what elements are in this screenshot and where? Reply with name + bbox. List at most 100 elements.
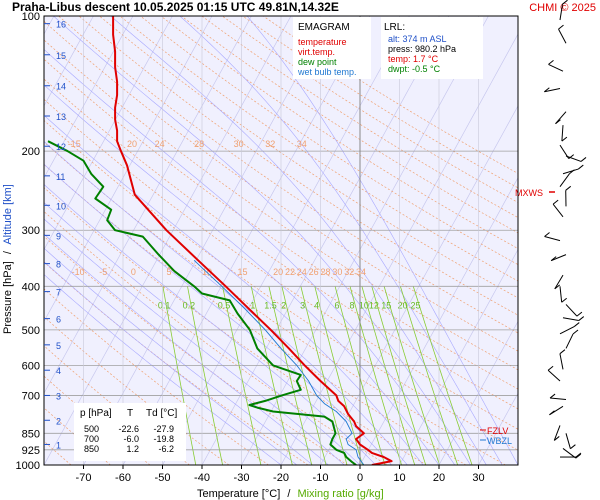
wind-barb	[552, 199, 564, 218]
wind-barb-feather	[552, 199, 559, 205]
wind-barb-feather	[558, 24, 564, 30]
legend-wet-bulb: wet bulb temp.	[297, 67, 357, 77]
theta-e-label: 0	[131, 267, 136, 277]
svg-text:Pressure [hPa] / A: Pressure [hPa] / Altitude [km]	[2, 184, 14, 334]
altitude-tick-label: 6	[56, 315, 61, 325]
saturated-adiabat-line	[44, 218, 345, 465]
wind-barb-feather	[561, 136, 568, 142]
isotherm-line	[44, 16, 213, 323]
wind-barb-feather	[575, 452, 582, 458]
wind-barb	[549, 393, 567, 400]
table-cell: -22.6	[118, 424, 139, 434]
theta-e-label: 5	[166, 267, 171, 277]
dry-adiabat-label: 28	[194, 139, 204, 149]
saturated-adiabat-line	[44, 233, 329, 465]
pressure-tick-label: 850	[22, 428, 40, 440]
x-tick-label: -40	[194, 472, 210, 484]
mixing-ratio-label: 2	[281, 301, 286, 311]
wind-barb-shaft	[559, 286, 563, 303]
table-cell: 850	[84, 444, 99, 454]
series-line-temperature	[112, 16, 393, 465]
altitude-tick-label: 1	[56, 440, 61, 450]
lrl-box: LRL: alt: 374 m ASL press: 980.2 hPa tem…	[381, 17, 483, 79]
altitude-tick-label: 16	[56, 20, 66, 30]
x-tick-label: -20	[273, 472, 289, 484]
wind-barb	[547, 365, 561, 382]
theta-e-label: 34	[356, 267, 366, 277]
mixing-ratio-label: 15	[381, 301, 391, 311]
wind-barb	[555, 111, 567, 125]
dry-adiabat-line	[44, 141, 506, 465]
wind-barb-shaft	[554, 274, 564, 290]
dry-adiabat-line	[221, 16, 518, 203]
x-tick-label: 30	[472, 472, 484, 484]
lrl-bg	[381, 17, 483, 79]
altitude-tick-label: 10	[56, 201, 66, 211]
wind-barb	[562, 164, 584, 175]
wind-barb-feather	[572, 329, 579, 335]
wind-barb-shaft	[562, 317, 579, 322]
saturated-adiabat-line	[44, 274, 282, 465]
pressure-tick-label: 500	[22, 325, 40, 337]
dry-adiabat-line	[44, 20, 518, 352]
wind-barb-feather	[578, 316, 585, 321]
dry-adiabat-line	[44, 98, 518, 430]
lrl-alt: alt: 374 m ASL	[388, 34, 447, 44]
theta-e-label: 28	[321, 267, 331, 277]
wind-barb-shaft	[559, 4, 563, 21]
table-cell: 700	[84, 434, 99, 444]
mixing-ratio-label: 0.1	[158, 301, 171, 311]
theta-e-label: 20	[273, 267, 283, 277]
wind-barb-feather	[553, 436, 560, 441]
wind-barb	[562, 316, 585, 322]
sounding-table: p [hPa] T Td [°C] 500 -22.6 -27.9 700 -6…	[74, 403, 186, 461]
pressure-tick-label: 200	[22, 146, 40, 158]
saturated-adiabat-line	[44, 163, 392, 465]
altitude-tick-label: 3	[56, 391, 61, 401]
wind-barb-shaft	[559, 173, 570, 188]
wind-barb	[554, 274, 564, 290]
mixing-ratio-label: 8	[349, 301, 354, 311]
x-axis-title-mixing: Mixing ratio [g/kg]	[297, 488, 383, 500]
wind-barb-feather	[544, 232, 550, 237]
dry-adiabat-line	[78, 16, 518, 316]
wind-barb-shaft	[559, 353, 564, 370]
copyright-label: CHMI © 2025	[529, 2, 596, 14]
dry-adiabat-label: 20	[127, 139, 137, 149]
altitude-tick-label: 2	[56, 416, 61, 426]
wind-barb-shaft	[548, 63, 564, 72]
wind-barb	[549, 405, 564, 416]
series-line-dew-point	[47, 140, 357, 465]
wind-barb-shaft	[559, 144, 570, 159]
wind-barb	[558, 24, 567, 44]
pressure-tick-label: 925	[22, 445, 40, 457]
wind-barb-feather	[555, 119, 561, 125]
series-line-wet-bulb-temp	[193, 259, 365, 465]
wind-barb-shaft	[550, 397, 567, 400]
pressure-tick-label: 400	[22, 281, 40, 293]
wind-barb-feather	[575, 453, 582, 459]
wind-barb	[548, 60, 564, 72]
dry-adiabat-label: 34	[297, 139, 307, 149]
wind-barb-shaft	[562, 448, 577, 459]
wind-barb	[559, 144, 575, 159]
wind-barb-feather	[577, 164, 584, 170]
altitude-tick-label: 5	[56, 341, 61, 351]
y-axis-title-altitude: Altitude [km]	[2, 184, 14, 245]
wind-barb-shaft	[559, 326, 575, 335]
altitude-tick-label: 14	[56, 82, 66, 92]
wind-barb-feather	[549, 393, 556, 399]
wind-barb-feather	[570, 444, 576, 450]
dry-adiabat-label: 30	[234, 139, 244, 149]
saturated-adiabat-line	[44, 261, 297, 465]
wind-barb	[565, 185, 572, 207]
saturated-adiabat-line	[44, 114, 424, 465]
wind-barb	[544, 87, 561, 93]
table-cell: 1.2	[126, 444, 139, 454]
pressure-tick-label: 700	[22, 390, 40, 402]
wind-barb-feather	[544, 87, 550, 93]
wind-barb	[565, 304, 583, 317]
wind-barb	[561, 125, 568, 142]
legend-dew-point: dew point	[298, 57, 337, 67]
